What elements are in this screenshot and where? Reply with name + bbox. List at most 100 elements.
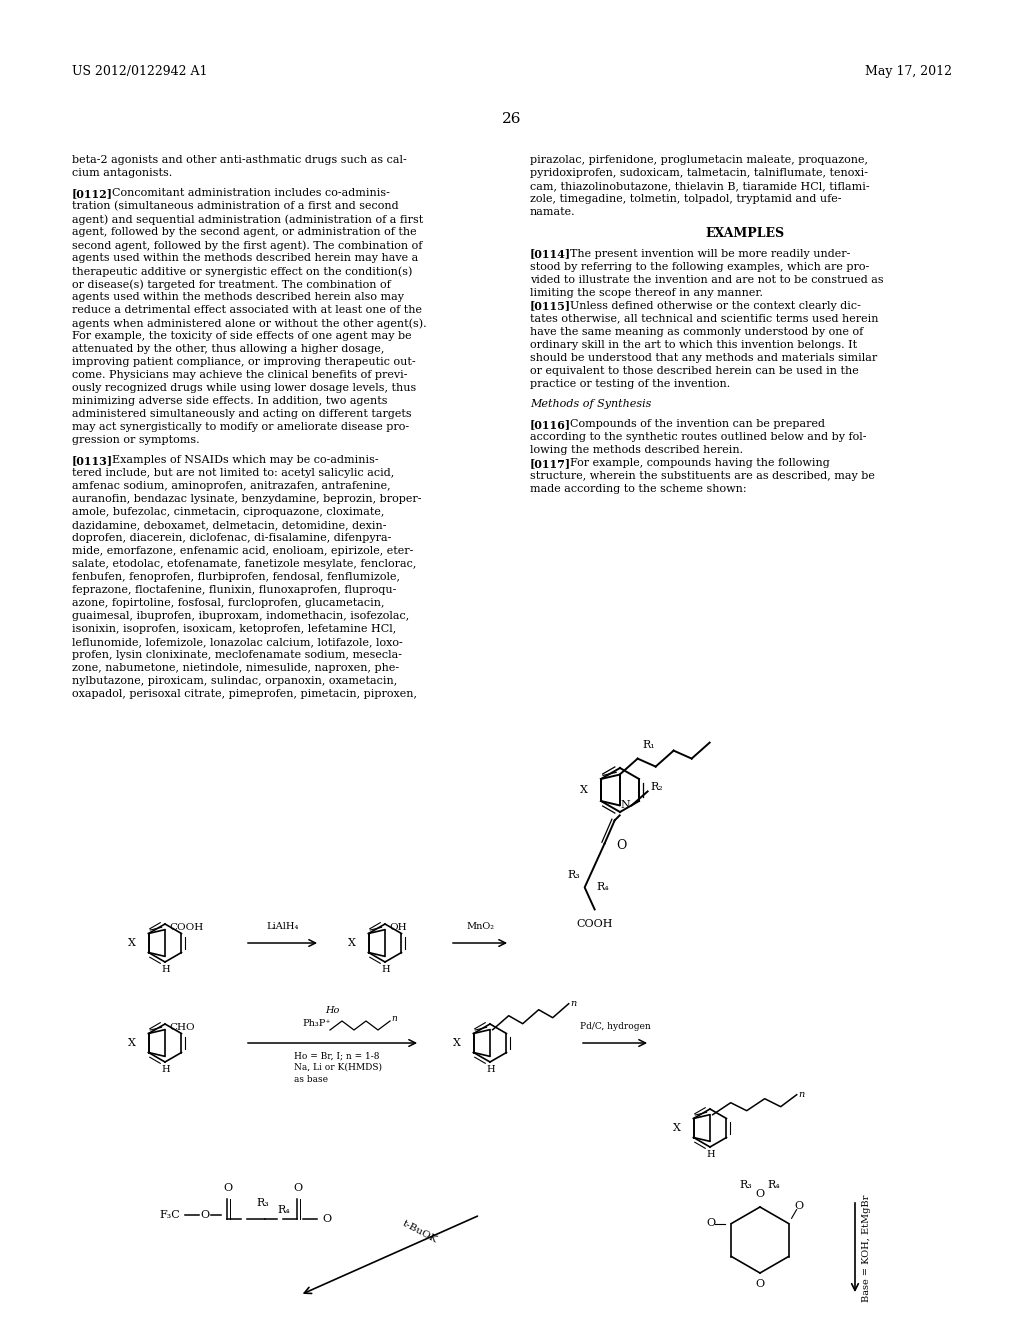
Text: doprofen, diacerein, diclofenac, di-fisalamine, difenpyra-: doprofen, diacerein, diclofenac, di-fisa… xyxy=(72,533,391,544)
Text: EXAMPLES: EXAMPLES xyxy=(706,227,784,240)
Text: cium antagonists.: cium antagonists. xyxy=(72,168,172,178)
Text: made according to the scheme shown:: made according to the scheme shown: xyxy=(530,484,746,494)
Text: minimizing adverse side effects. In addition, two agents: minimizing adverse side effects. In addi… xyxy=(72,396,387,407)
Text: Ho = Br, I; n = 1-8: Ho = Br, I; n = 1-8 xyxy=(294,1051,380,1060)
Text: tates otherwise, all technical and scientific terms used herein: tates otherwise, all technical and scien… xyxy=(530,314,879,323)
Text: Ho: Ho xyxy=(325,1006,339,1015)
Text: R₂: R₂ xyxy=(650,783,664,792)
Text: Base = KOH, EtMgBr: Base = KOH, EtMgBr xyxy=(862,1195,871,1302)
Text: [0116]: [0116] xyxy=(530,418,571,430)
Text: X: X xyxy=(128,939,136,948)
Text: O: O xyxy=(616,840,627,851)
Text: Pd/C, hydrogen: Pd/C, hydrogen xyxy=(580,1022,650,1031)
Text: cam, thiazolinobutazone, thielavin B, tiaramide HCl, tiflami-: cam, thiazolinobutazone, thielavin B, ti… xyxy=(530,181,869,191)
Text: Methods of Synthesis: Methods of Synthesis xyxy=(530,399,651,409)
Text: F₃C: F₃C xyxy=(160,1210,180,1220)
Text: [0114]: [0114] xyxy=(530,248,571,260)
Text: lowing the methods described herein.: lowing the methods described herein. xyxy=(530,445,743,455)
Text: or disease(s) targeted for treatment. The combination of: or disease(s) targeted for treatment. Th… xyxy=(72,279,391,289)
Text: R₃: R₃ xyxy=(568,870,581,880)
Text: [0115]: [0115] xyxy=(530,301,571,312)
Text: agents when administered alone or without the other agent(s).: agents when administered alone or withou… xyxy=(72,318,427,329)
Text: n: n xyxy=(570,999,577,1008)
Text: H: H xyxy=(162,1065,170,1074)
Text: O: O xyxy=(294,1183,302,1193)
Text: azone, fopirtoline, fosfosal, furcloprofen, glucametacin,: azone, fopirtoline, fosfosal, furcloprof… xyxy=(72,598,384,609)
Text: as base: as base xyxy=(294,1074,328,1084)
Text: according to the synthetic routes outlined below and by fol-: according to the synthetic routes outlin… xyxy=(530,432,866,442)
Text: have the same meaning as commonly understood by one of: have the same meaning as commonly unders… xyxy=(530,326,863,337)
Text: May 17, 2012: May 17, 2012 xyxy=(865,65,952,78)
Text: Unless defined otherwise or the context clearly dic-: Unless defined otherwise or the context … xyxy=(570,301,861,310)
Text: beta-2 agonists and other anti-asthmatic drugs such as cal-: beta-2 agonists and other anti-asthmatic… xyxy=(72,154,407,165)
Text: O: O xyxy=(756,1189,765,1199)
Text: improving patient compliance, or improving therapeutic out-: improving patient compliance, or improvi… xyxy=(72,358,416,367)
Text: amfenac sodium, aminoprofen, anitrazafen, antrafenine,: amfenac sodium, aminoprofen, anitrazafen… xyxy=(72,482,390,491)
Text: second agent, followed by the first agent). The combination of: second agent, followed by the first agen… xyxy=(72,240,422,251)
Text: OH: OH xyxy=(390,923,408,932)
Text: Concomitant administration includes co-adminis-: Concomitant administration includes co-a… xyxy=(112,189,390,198)
Text: may act synergistically to modify or ameliorate disease pro-: may act synergistically to modify or ame… xyxy=(72,422,410,432)
Text: practice or testing of the invention.: practice or testing of the invention. xyxy=(530,379,730,388)
Text: isonixin, isoprofen, isoxicam, ketoprofen, lefetamine HCl,: isonixin, isoprofen, isoxicam, ketoprofe… xyxy=(72,624,396,635)
Text: n: n xyxy=(391,1014,396,1023)
Text: guaimesal, ibuprofen, ibuproxam, indomethacin, isofezolac,: guaimesal, ibuprofen, ibuproxam, indomet… xyxy=(72,611,410,622)
Text: amole, bufezolac, cinmetacin, ciproquazone, cloximate,: amole, bufezolac, cinmetacin, ciproquazo… xyxy=(72,507,384,517)
Text: agents used within the methods described herein may have a: agents used within the methods described… xyxy=(72,253,418,263)
Text: H: H xyxy=(707,1150,715,1159)
Text: COOH: COOH xyxy=(577,920,613,929)
Text: administered simultaneously and acting on different targets: administered simultaneously and acting o… xyxy=(72,409,412,420)
Text: Ph₃P⁺: Ph₃P⁺ xyxy=(302,1019,331,1028)
Text: pyridoxiprofen, sudoxicam, talmetacin, talniflumate, tenoxi-: pyridoxiprofen, sudoxicam, talmetacin, t… xyxy=(530,168,868,178)
Text: n: n xyxy=(799,1090,805,1100)
Text: should be understood that any methods and materials similar: should be understood that any methods an… xyxy=(530,352,878,363)
Text: limiting the scope thereof in any manner.: limiting the scope thereof in any manner… xyxy=(530,288,763,297)
Text: R₃: R₃ xyxy=(256,1199,269,1208)
Text: auranofin, bendazac lysinate, benzydamine, beprozin, broper-: auranofin, bendazac lysinate, benzydamin… xyxy=(72,494,422,504)
Text: X: X xyxy=(673,1123,681,1133)
Text: zole, timegadine, tolmetin, tolpadol, tryptamid and ufe-: zole, timegadine, tolmetin, tolpadol, tr… xyxy=(530,194,842,205)
Text: oxapadol, perisoxal citrate, pimeprofen, pimetacin, piproxen,: oxapadol, perisoxal citrate, pimeprofen,… xyxy=(72,689,417,700)
Text: agent) and sequential administration (administration of a first: agent) and sequential administration (ad… xyxy=(72,214,423,224)
Text: profen, lysin clonixinate, meclofenamate sodium, mesecla-: profen, lysin clonixinate, meclofenamate… xyxy=(72,651,402,660)
Text: The present invention will be more readily under-: The present invention will be more readi… xyxy=(570,248,850,259)
Text: or equivalent to those described herein can be used in the: or equivalent to those described herein … xyxy=(530,366,859,376)
Text: MnO₂: MnO₂ xyxy=(466,921,494,931)
Text: H: H xyxy=(381,965,390,974)
Text: vided to illustrate the invention and are not to be construed as: vided to illustrate the invention and ar… xyxy=(530,275,884,285)
Text: mide, emorfazone, enfenamic acid, enolioam, epirizole, eter-: mide, emorfazone, enfenamic acid, enolio… xyxy=(72,546,414,556)
Text: salate, etodolac, etofenamate, fanetizole mesylate, fenclorac,: salate, etodolac, etofenamate, fanetizol… xyxy=(72,560,417,569)
Text: Compounds of the invention can be prepared: Compounds of the invention can be prepar… xyxy=(570,418,825,429)
Text: Examples of NSAIDs which may be co-adminis-: Examples of NSAIDs which may be co-admin… xyxy=(112,455,379,465)
Text: H: H xyxy=(486,1065,495,1074)
Text: COOH: COOH xyxy=(170,923,204,932)
Text: tration (simultaneous administration of a first and second: tration (simultaneous administration of … xyxy=(72,201,398,211)
Text: R₃: R₃ xyxy=(739,1180,753,1191)
Text: X: X xyxy=(128,1038,136,1048)
Text: O: O xyxy=(794,1201,803,1212)
Text: attenuated by the other, thus allowing a higher dosage,: attenuated by the other, thus allowing a… xyxy=(72,345,384,354)
Text: US 2012/0122942 A1: US 2012/0122942 A1 xyxy=(72,65,208,78)
Text: agent, followed by the second agent, or administration of the: agent, followed by the second agent, or … xyxy=(72,227,417,238)
Text: R₁: R₁ xyxy=(643,739,655,750)
Text: X: X xyxy=(454,1038,461,1048)
Text: ously recognized drugs while using lower dosage levels, thus: ously recognized drugs while using lower… xyxy=(72,383,416,393)
Text: R₄: R₄ xyxy=(597,882,609,892)
Text: tered include, but are not limited to: acetyl salicylic acid,: tered include, but are not limited to: a… xyxy=(72,469,394,478)
Text: [0112]: [0112] xyxy=(72,189,113,199)
Text: O: O xyxy=(322,1214,331,1224)
Text: zone, nabumetone, nietindole, nimesulide, naproxen, phe-: zone, nabumetone, nietindole, nimesulide… xyxy=(72,663,399,673)
Text: come. Physicians may achieve the clinical benefits of previ-: come. Physicians may achieve the clinica… xyxy=(72,370,408,380)
Text: dazidamine, deboxamet, delmetacin, detomidine, dexin-: dazidamine, deboxamet, delmetacin, detom… xyxy=(72,520,386,531)
Text: R₄: R₄ xyxy=(278,1205,290,1214)
Text: gression or symptoms.: gression or symptoms. xyxy=(72,436,200,445)
Text: therapeutic additive or synergistic effect on the condition(s): therapeutic additive or synergistic effe… xyxy=(72,267,413,277)
Text: CHO: CHO xyxy=(170,1023,196,1032)
Text: H: H xyxy=(162,965,170,974)
Text: leflunomide, lofemizole, lonazolac calcium, lotifazole, loxo-: leflunomide, lofemizole, lonazolac calci… xyxy=(72,638,402,647)
Text: For example, compounds having the following: For example, compounds having the follow… xyxy=(570,458,829,467)
Text: 26: 26 xyxy=(502,112,522,125)
Text: Na, Li or K(HMDS): Na, Li or K(HMDS) xyxy=(294,1063,382,1072)
Text: agents used within the methods described herein also may: agents used within the methods described… xyxy=(72,292,404,302)
Text: N: N xyxy=(621,800,631,810)
